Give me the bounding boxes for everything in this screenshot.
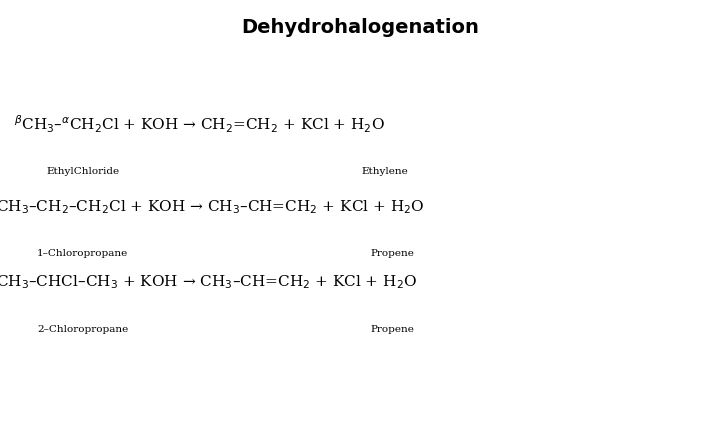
Text: Dehydrohalogenation: Dehydrohalogenation (241, 18, 479, 37)
Text: 2–Chloropropane: 2–Chloropropane (37, 325, 128, 334)
Text: Propene: Propene (371, 325, 414, 334)
Text: CH$_3$–CH$_2$–CH$_2$Cl + KOH → CH$_3$–CH=CH$_2$ + KCl + H$_2$O: CH$_3$–CH$_2$–CH$_2$Cl + KOH → CH$_3$–CH… (0, 198, 425, 216)
Text: Propene: Propene (371, 249, 414, 258)
Text: EthylChloride: EthylChloride (46, 167, 120, 176)
Text: 1–Chloropropane: 1–Chloropropane (37, 249, 128, 258)
Text: Ethylene: Ethylene (362, 167, 408, 176)
Text: CH$_3$–CHCl–CH$_3$ + KOH → CH$_3$–CH=CH$_2$ + KCl + H$_2$O: CH$_3$–CHCl–CH$_3$ + KOH → CH$_3$–CH=CH$… (0, 274, 418, 291)
Text: $^{\beta}$CH$_3$–$^{\alpha}$CH$_2$Cl + KOH → CH$_2$=CH$_2$ + KCl + H$_2$O: $^{\beta}$CH$_3$–$^{\alpha}$CH$_2$Cl + K… (14, 114, 385, 135)
